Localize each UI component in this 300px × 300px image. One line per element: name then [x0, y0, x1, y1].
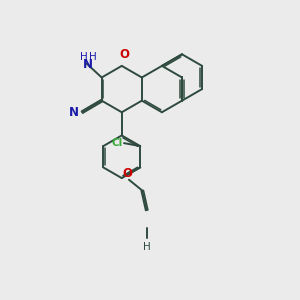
Text: Cl: Cl — [111, 138, 122, 148]
Text: H: H — [80, 52, 88, 62]
Text: N: N — [68, 106, 78, 119]
Text: H: H — [89, 52, 96, 62]
Text: O: O — [122, 167, 132, 180]
Text: O: O — [119, 48, 129, 61]
Text: H: H — [143, 242, 151, 252]
Text: N: N — [83, 58, 93, 71]
